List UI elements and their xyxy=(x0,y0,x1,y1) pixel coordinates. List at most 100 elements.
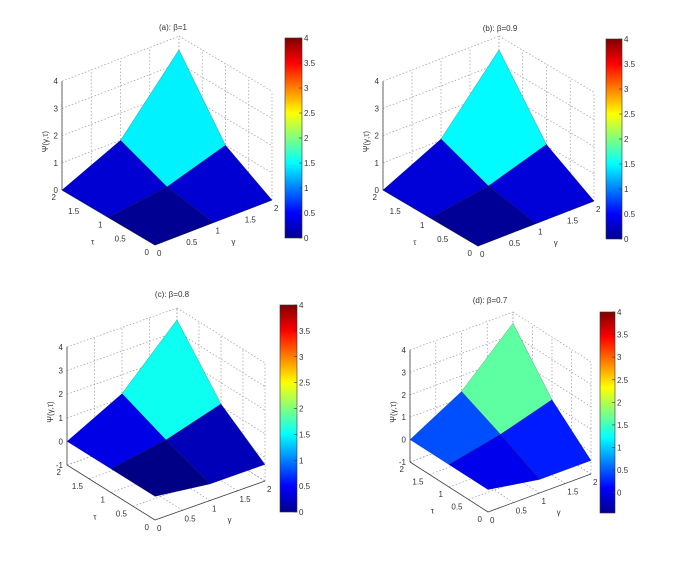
tau-tick-label: 0 xyxy=(468,249,473,258)
subplot-title: (d): β=0.7 xyxy=(473,296,508,305)
tau-tick-label: 1 xyxy=(439,490,444,499)
psi-tick-label: 4 xyxy=(54,77,59,86)
gamma-tick-label: 0 xyxy=(480,250,485,259)
gamma-tick-label: 1.5 xyxy=(245,215,257,224)
gamma-axis xyxy=(154,480,266,521)
tau-axis-label: τ xyxy=(413,238,417,247)
colorbar-tick-label: 2 xyxy=(304,134,309,143)
psi-tick-label: 4 xyxy=(402,346,407,355)
tau-tick-label: 1.5 xyxy=(390,207,402,216)
colorbar-tick-label: 3.5 xyxy=(304,59,316,68)
gamma-tick-label: 0 xyxy=(157,249,162,258)
colorbar-tick-label: 2.5 xyxy=(299,379,311,388)
psi-tick-label: 2 xyxy=(59,390,64,399)
gamma-axis-label: γ xyxy=(228,516,232,525)
psi-tick-label: -1 xyxy=(399,458,407,467)
psi-axis-label: Ψ(γ,τ) xyxy=(362,131,371,153)
tau-tick-label: 1.5 xyxy=(412,478,424,487)
wall-grid-line xyxy=(512,311,592,363)
tau-tick-label: 2 xyxy=(57,468,62,477)
tau-tick-label: 0.5 xyxy=(451,503,463,512)
gamma-tick-label: 1 xyxy=(212,505,217,514)
gamma-axis-label: γ xyxy=(231,237,235,246)
colorbar-tick-label: 3.5 xyxy=(617,331,629,340)
colorbar-tick-label: 2.5 xyxy=(624,110,636,119)
gamma-tick-label: 1 xyxy=(216,227,221,236)
surface-patch xyxy=(110,439,211,497)
colorbar-tick-label: 1 xyxy=(299,456,304,465)
tau-axis-label: τ xyxy=(93,512,97,521)
tau-tick-label: 0 xyxy=(145,248,150,257)
tau-tick-label: 2 xyxy=(52,193,57,202)
colorbar-tick-label: 0 xyxy=(617,489,622,498)
wall-grid-line xyxy=(409,311,514,351)
colorbar-tick-label: 2 xyxy=(624,135,629,144)
colorbar-tick-label: 2.5 xyxy=(617,376,629,385)
colorbar-tick-label: 2.5 xyxy=(304,109,316,118)
gamma-tick-label: 0.5 xyxy=(186,238,198,247)
colorbar-tick-label: 0.5 xyxy=(624,210,636,219)
psi-tick-label: 3 xyxy=(375,104,380,113)
gamma-tick-label: 2 xyxy=(274,204,279,213)
psi-axis-label: Ψ(γ,τ) xyxy=(41,131,50,153)
colorbar-tick-label: 0.5 xyxy=(304,209,316,218)
gamma-tick-label: 1.5 xyxy=(567,488,579,497)
colorbar-tick-label: 3.5 xyxy=(624,60,636,69)
wall-grid-line xyxy=(498,35,595,93)
colorbar-tick-label: 0 xyxy=(624,235,629,244)
gamma-tick-label: 0.5 xyxy=(509,239,521,248)
tau-tick-label: 2 xyxy=(373,193,378,202)
tau-axis xyxy=(409,461,489,513)
gamma-tick-label: 0 xyxy=(157,524,162,533)
psi-tick-label: -1 xyxy=(56,461,64,470)
gamma-tick-label: 0.5 xyxy=(516,507,528,516)
tau-tick-label: 2 xyxy=(400,465,405,474)
colorbar-tick-label: 4 xyxy=(304,34,309,43)
psi-tick-label: 1 xyxy=(54,159,59,168)
tau-axis-label: τ xyxy=(91,237,95,246)
wall-grid-line xyxy=(409,334,514,373)
tau-tick-label: 1 xyxy=(98,221,103,230)
colorbar-tick-label: 3 xyxy=(304,84,309,93)
subplot-title: (a): β=1 xyxy=(159,23,187,32)
psi-tick-label: 0 xyxy=(54,186,59,195)
colorbar-tick-label: 4 xyxy=(624,35,629,44)
wall-grid-line xyxy=(178,63,273,119)
colorbar-tick-label: 1 xyxy=(617,444,622,453)
tau-tick-label: 1 xyxy=(420,221,425,230)
wall-grid-line xyxy=(61,35,180,82)
gamma-tick-label: 1 xyxy=(538,228,543,237)
colorbar-tick-label: 3 xyxy=(299,353,304,362)
colorbar-tick-label: 3 xyxy=(617,353,622,362)
gamma-tick-label: 1 xyxy=(542,497,547,506)
colorbar-tick-label: 2 xyxy=(617,398,622,407)
gamma-tick-label: 1.5 xyxy=(240,495,252,504)
wall-grid-line xyxy=(382,35,500,82)
psi-tick-label: 1 xyxy=(402,413,407,422)
psi-tick-label: 0 xyxy=(402,436,407,445)
psi-tick-label: 4 xyxy=(375,77,380,86)
colorbar-tick-label: 1.5 xyxy=(617,421,629,430)
psi-tick-label: 3 xyxy=(59,367,64,376)
colorbar-tick-label: 3.5 xyxy=(299,327,311,336)
tau-tick-label: 0 xyxy=(478,515,483,524)
colorbar-tick-label: 1 xyxy=(624,185,629,194)
tau-tick-label: 1 xyxy=(101,496,106,505)
tau-tick-label: 0.5 xyxy=(115,234,127,243)
surface-patch xyxy=(430,185,537,247)
colorbar-tick-label: 1.5 xyxy=(304,159,316,168)
psi-tick-label: 2 xyxy=(402,391,407,400)
gamma-tick-label: 1.5 xyxy=(567,216,579,225)
wall-grid-line xyxy=(512,334,592,385)
gamma-tick-label: 0 xyxy=(490,516,495,525)
subplot-title: (b): β=0.9 xyxy=(483,24,518,33)
tau-tick-label: 0 xyxy=(145,523,150,532)
colorbar-tick-label: 1.5 xyxy=(624,160,636,169)
gamma-tick-label: 2 xyxy=(593,478,598,487)
colorbar-tick-label: 0.5 xyxy=(299,482,311,491)
colorbar-tick-label: 2 xyxy=(299,405,304,414)
